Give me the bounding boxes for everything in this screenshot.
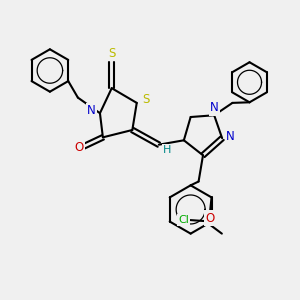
Text: H: H [163, 145, 171, 155]
Text: N: N [226, 130, 235, 143]
Text: Cl: Cl [178, 215, 189, 225]
Text: N: N [210, 101, 219, 114]
Text: S: S [108, 47, 116, 60]
Text: O: O [206, 212, 215, 224]
Text: O: O [74, 141, 83, 154]
Text: S: S [142, 93, 150, 106]
Text: N: N [87, 104, 96, 117]
